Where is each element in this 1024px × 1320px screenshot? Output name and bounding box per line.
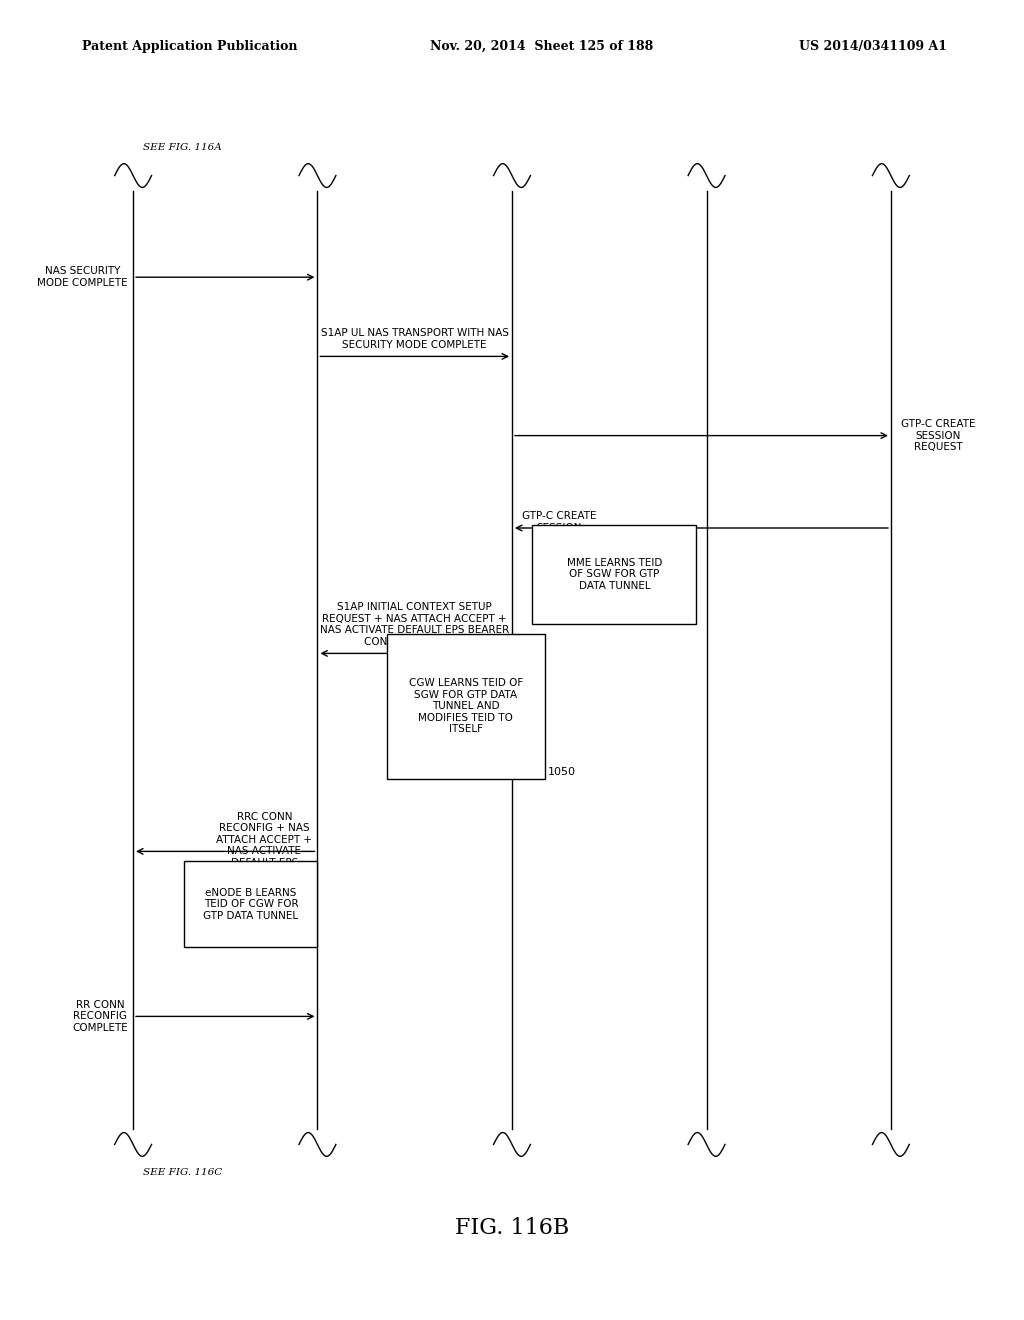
Text: CGW LEARNS TEID OF
SGW FOR GTP DATA
TUNNEL AND
MODIFIES TEID TO
ITSELF: CGW LEARNS TEID OF SGW FOR GTP DATA TUNN…	[409, 678, 523, 734]
Text: eNODE B LEARNS
TEID OF CGW FOR
GTP DATA TUNNEL: eNODE B LEARNS TEID OF CGW FOR GTP DATA …	[204, 887, 298, 921]
Text: SEE FIG. 116A: SEE FIG. 116A	[143, 143, 222, 152]
Text: MME LEARNS TEID
OF SGW FOR GTP
DATA TUNNEL: MME LEARNS TEID OF SGW FOR GTP DATA TUNN…	[566, 557, 663, 591]
Text: Nov. 20, 2014  Sheet 125 of 188: Nov. 20, 2014 Sheet 125 of 188	[430, 40, 653, 53]
FancyBboxPatch shape	[532, 525, 696, 624]
Text: RR CONN
RECONFIG
COMPLETE: RR CONN RECONFIG COMPLETE	[73, 999, 128, 1034]
Text: 1050: 1050	[548, 767, 575, 777]
Text: GTP-C CREATE
SESSION
REQUEST: GTP-C CREATE SESSION REQUEST	[901, 418, 976, 453]
Text: US 2014/0341109 A1: US 2014/0341109 A1	[799, 40, 947, 53]
Text: GTP-C CREATE
SESSION
RESPONSE: GTP-C CREATE SESSION RESPONSE	[522, 511, 597, 545]
Text: FIG. 116B: FIG. 116B	[455, 1217, 569, 1238]
Text: S1AP UL NAS TRANSPORT WITH NAS
SECURITY MODE COMPLETE: S1AP UL NAS TRANSPORT WITH NAS SECURITY …	[321, 329, 509, 350]
Text: Patent Application Publication: Patent Application Publication	[82, 40, 297, 53]
Text: RRC CONN
RECONFIG + NAS
ATTACH ACCEPT +
NAS ACTIVATE
DEFAULT EPS
BEARER CONTEXT
: RRC CONN RECONFIG + NAS ATTACH ACCEPT + …	[216, 812, 312, 891]
Text: SEE FIG. 116C: SEE FIG. 116C	[143, 1168, 222, 1177]
FancyBboxPatch shape	[387, 634, 545, 779]
Text: S1AP INITIAL CONTEXT SETUP
REQUEST + NAS ATTACH ACCEPT +
NAS ACTIVATE DEFAULT EP: S1AP INITIAL CONTEXT SETUP REQUEST + NAS…	[321, 602, 509, 647]
FancyBboxPatch shape	[184, 862, 317, 948]
Text: NAS SECURITY
MODE COMPLETE: NAS SECURITY MODE COMPLETE	[37, 267, 128, 288]
